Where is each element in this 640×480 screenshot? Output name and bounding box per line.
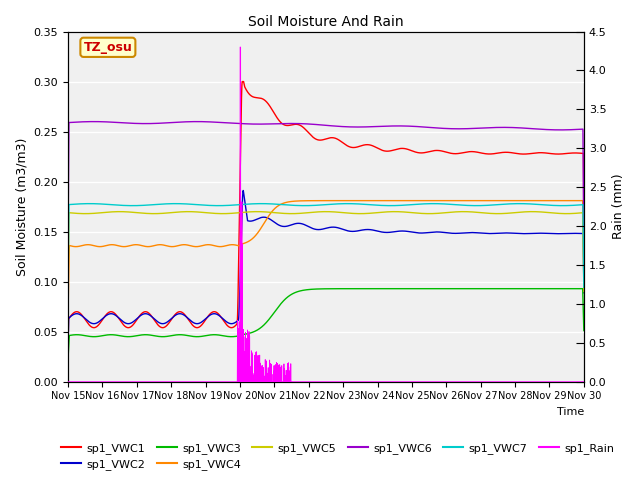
Text: TZ_osu: TZ_osu xyxy=(83,41,132,54)
Y-axis label: Soil Moisture (m3/m3): Soil Moisture (m3/m3) xyxy=(15,137,28,276)
Y-axis label: Rain (mm): Rain (mm) xyxy=(612,174,625,240)
X-axis label: Time: Time xyxy=(557,407,584,417)
Title: Soil Moisture And Rain: Soil Moisture And Rain xyxy=(248,15,404,29)
Legend: sp1_VWC1, sp1_VWC2, sp1_VWC3, sp1_VWC4, sp1_VWC5, sp1_VWC6, sp1_VWC7, sp1_Rain: sp1_VWC1, sp1_VWC2, sp1_VWC3, sp1_VWC4, … xyxy=(57,438,619,474)
